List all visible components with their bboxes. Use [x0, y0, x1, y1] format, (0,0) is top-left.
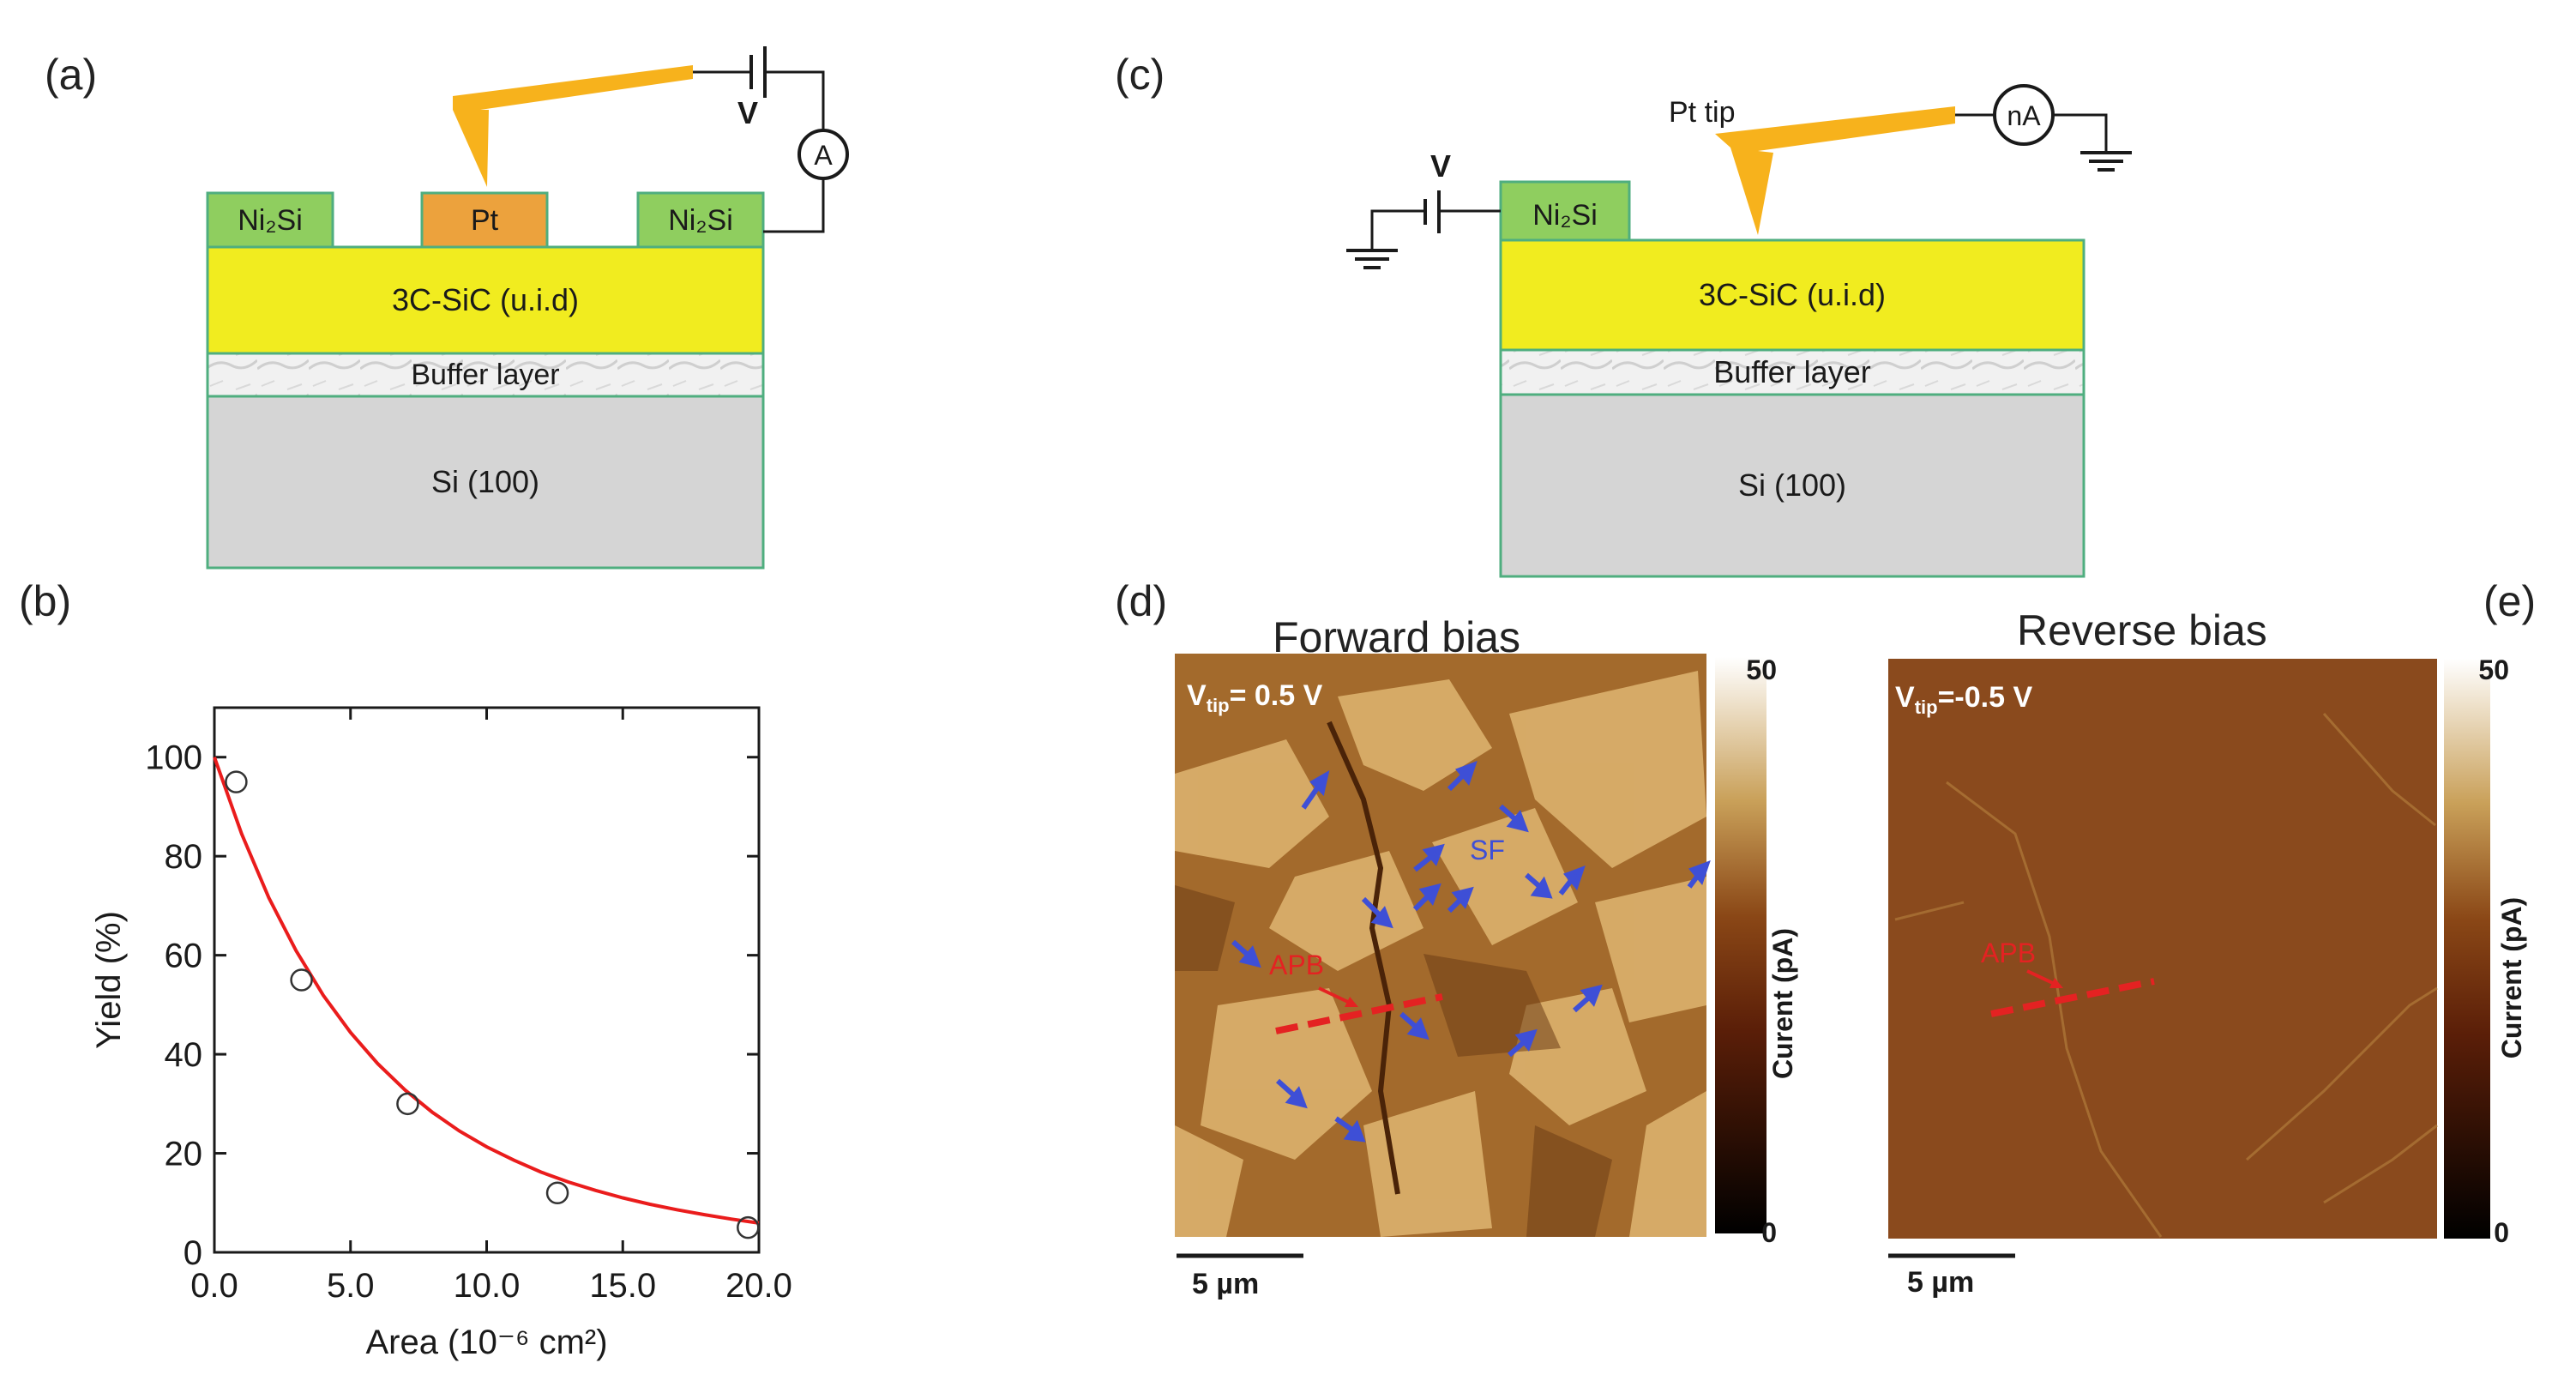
apb-label-d: APB [1269, 950, 1324, 980]
buffer-label-c: Buffer layer [1713, 354, 1870, 389]
panel-label-a: (a) [45, 51, 98, 99]
panel-label-b: (b) [19, 577, 72, 625]
si-label: Si (100) [431, 464, 539, 499]
y-axis-label: Yield (%) [90, 911, 128, 1049]
buffer-layer [206, 352, 765, 398]
y-tick-label: 100 [145, 739, 202, 777]
forward-bias-title: Forward bias [1273, 613, 1520, 661]
si-label-c: Si (100) [1738, 467, 1846, 503]
current-map-e [1888, 659, 2437, 1239]
ni2si-contact-left [206, 191, 334, 249]
x-tick-label: 5.0 [327, 1267, 375, 1305]
ni2si-left-label: Ni₂Si [238, 204, 303, 237]
voltage-symbol: V [737, 95, 758, 130]
x-tick-label: 10.0 [454, 1267, 521, 1305]
colorbar-max-e: 50 [2478, 654, 2509, 685]
pt-label: Pt [471, 204, 499, 237]
sic-layer [206, 245, 765, 355]
apb-dashed-line-e [1990, 978, 2155, 1017]
apb-arrow-e [2026, 969, 2057, 986]
sic-label: 3C-SiC (u.i.d) [392, 282, 579, 317]
colorbar-title-e: Current (pA) [2496, 897, 2527, 1058]
data-point [545, 1181, 569, 1204]
scalebar-label-d: 5 µm [1192, 1268, 1259, 1300]
panel-c-schematic: nA Pt tip V Ni₂Si 3C-SiC (u.i.d) Buffer … [1346, 84, 2132, 578]
pt-contact [420, 191, 549, 249]
vtip-label-d: Vtip= 0.5 V [1187, 679, 1323, 716]
x-tick-label: 15.0 [589, 1267, 656, 1305]
buffer-label: Buffer layer [411, 359, 559, 391]
plot-frame [213, 706, 761, 1254]
colorbar-max-d: 50 [1746, 654, 1777, 685]
afm-tip [453, 65, 693, 187]
y-tick-label: 20 [165, 1136, 203, 1173]
fit-curve [213, 757, 760, 1225]
pt-tip-label: Pt tip [1669, 96, 1735, 129]
x-axis-label: Area (10⁻⁶ cm²) [365, 1324, 607, 1361]
ni2si-label-c: Ni₂Si [1532, 199, 1598, 232]
panel-a-schematic: A V Ni₂Si Pt Ni₂Si 3C-SiC (u.i.d) Buffer… [206, 46, 849, 570]
reverse-bias-title: Reverse bias [2017, 606, 2267, 654]
voltage-symbol-c: V [1430, 148, 1451, 184]
afm-tip-c [1715, 106, 1955, 235]
sic-label-c: 3C-SiC (u.i.d) [1699, 277, 1886, 312]
faint-boundaries-e [1894, 713, 2438, 1238]
buffer-layer-c [1499, 348, 2085, 396]
colorbar-label-d: Curent (pA) [1767, 928, 1798, 1079]
apb-label-e: APB [1981, 938, 2036, 968]
x-tick-label: 0.0 [190, 1267, 238, 1305]
panel-label-e: (e) [2483, 577, 2537, 625]
forward-bias-cafm-map: SF APB Vtip= 0.5 V 5 µm 50 0 [1175, 654, 1777, 1300]
apb-dashed-line-d [1275, 993, 1443, 1034]
ground-icon-left [1346, 249, 1398, 269]
data-point [737, 1215, 760, 1239]
y-tick-label: 40 [165, 1036, 203, 1074]
apb-arrow-d [1318, 986, 1352, 1005]
ni2si-contact-c [1499, 180, 1631, 242]
panel-label-c: (c) [1115, 51, 1165, 99]
y-tick-label: 60 [165, 938, 203, 975]
colorbar-d [1715, 657, 1766, 1233]
yield-vs-area-chart: 0.0 5.0 10.0 15.0 20.0 0 20 40 60 80 100 Area (10⁻… [90, 706, 792, 1361]
nanoammeter-symbol: nA [2007, 100, 2041, 131]
high-current-domains [1175, 671, 1706, 1237]
y-tick-label: 0 [184, 1234, 202, 1272]
colorbar-min-e: 0 [2494, 1217, 2509, 1248]
reverse-bias-cafm-map: APB Vtip=-0.5 V 5 µm 50 0 [1888, 654, 2509, 1299]
sf-label: SF [1470, 835, 1505, 865]
y-tick-label: 80 [165, 838, 203, 876]
data-point [396, 1092, 419, 1116]
ammeter-symbol: A [814, 140, 833, 171]
x-tick-label: 20.0 [725, 1267, 792, 1305]
vtip-label-e: Vtip=-0.5 V [1895, 681, 2032, 718]
si-substrate [206, 395, 765, 570]
panel-label-d: (d) [1115, 577, 1168, 625]
colorbar-min-d: 0 [1761, 1217, 1777, 1248]
ni2si-contact-right [636, 191, 765, 249]
ni2si-right-label: Ni₂Si [668, 204, 733, 237]
data-point [290, 968, 313, 992]
low-current-domains [1175, 885, 1612, 1237]
colorbar-label-e: Current (pA) [2496, 897, 2527, 1058]
data-point [225, 770, 248, 793]
apb-boundary-d [1327, 721, 1400, 1195]
colorbar-title-d: Curent (pA) [1767, 928, 1798, 1079]
scalebar-label-e: 5 µm [1907, 1266, 1974, 1299]
sf-arrows [1231, 760, 1711, 1143]
colorbar-e [2444, 659, 2490, 1239]
sic-layer-c [1499, 238, 2085, 352]
ground-icon-right [2080, 151, 2132, 172]
